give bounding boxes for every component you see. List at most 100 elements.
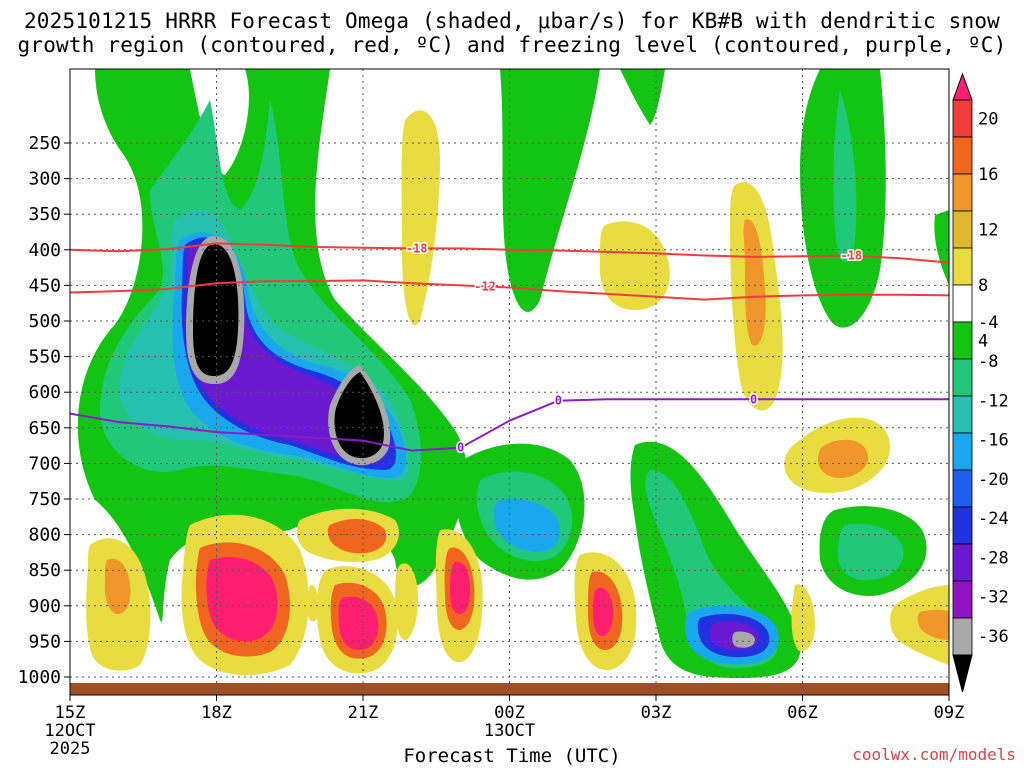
colorbar-label: 8 [978,276,988,296]
omega-green-east2 [934,210,949,285]
x-tick-date: 12OCT [44,721,95,741]
x-tick-label: 00Z [494,703,525,723]
colorbar-arrow-bottom [952,654,973,693]
colorbar-swatch [952,543,973,582]
contour-label: 0 [750,392,757,406]
contour-freezing-level [70,398,949,452]
x-tick-label: 15Z [55,703,86,723]
contour-label: -18 [840,248,862,262]
omega-teal-east [833,90,857,263]
colorbar-swatch [952,173,973,212]
colorbar-swatch [952,469,973,508]
omega-blue-mid [493,498,561,552]
contour-dgz-12 [70,279,949,301]
colorbar-label: -16 [978,431,1009,451]
chart-title-line1: 2025101215 HRRR Forecast Omega (shaded, … [23,9,1001,33]
colorbar-swatch [952,210,973,249]
colorbar-swatch [952,506,973,545]
omega-green-center [500,69,600,312]
colorbar-label: 16 [978,165,998,185]
omega-yellow-upper1 [401,110,440,326]
colorbar-label: -4 [978,313,998,333]
y-tick-label: 300 [28,169,61,190]
x-tick-label: 09Z [934,703,965,723]
credit-link[interactable]: coolwx.com/models [852,745,1016,764]
y-tick-label: 450 [28,275,61,296]
contour-lines: -18 -18 -12 0 0 0 [70,240,949,456]
x-tick-label: 18Z [201,703,232,723]
y-tick-label: 950 [28,631,61,652]
colorbar-swatch [952,432,973,471]
colorbar-swatch [952,395,973,434]
colorbar-arrow-top [952,72,973,101]
colorbar-swatch [952,617,973,656]
omega-yellow-low7 [307,584,319,622]
y-tick-label: 250 [28,133,61,154]
contour-label: -12 [474,279,496,293]
y-tick-label: 550 [28,347,61,368]
y-tick-label: 650 [28,418,61,439]
omega-magenta-low3b [338,596,379,651]
x-tick-date: 13OCT [484,721,535,741]
omega-orange-upper3 [743,219,766,346]
colorbar: 20 16 12 8 4-4 -8 -12 -16 -20 -24 -28 -32 -36 [952,72,1009,693]
colorbar-label: -12 [978,391,1009,411]
omega-orange-low1 [104,558,131,615]
contour-label: -18 [406,241,428,255]
colorbar-label: 20 [978,110,998,130]
y-axis: 250 300 350 400 450 500 550 600 650 700 750 800 850 9… [18,133,70,688]
colorbar-label: -24 [978,509,1009,529]
omega-orange-low9 [917,609,949,640]
y-tick-label: 1000 [18,667,61,688]
contour-label: 0 [457,441,464,455]
y-tick-label: 700 [28,453,61,474]
colorbar-swatch [952,321,973,360]
colorbar-swatch [952,247,973,286]
x-tick-label: 03Z [641,703,672,723]
colorbar-label: -36 [978,627,1009,647]
y-tick-label: 400 [28,240,61,261]
colorbar-label: -20 [978,470,1009,490]
omega-yellow-low8 [791,584,815,652]
colorbar-swatch [952,358,973,397]
x-tick-label: 21Z [348,703,379,723]
contour-label: 0 [555,394,562,408]
colorbar-swatch [952,284,973,323]
colorbar-swatch [952,136,973,175]
colorbar-label: 12 [978,221,998,241]
omega-magenta-low4 [450,561,470,614]
omega-shading [77,69,949,678]
y-tick-label: 600 [28,382,61,403]
y-tick-label: 500 [28,311,61,332]
colorbar-label: -32 [978,588,1009,608]
omega-black-core1 [193,244,239,376]
y-tick-label: 850 [28,560,61,581]
x-tick-year: 2025 [50,739,91,759]
colorbar-swatch [952,99,973,138]
y-tick-label: 750 [28,489,61,510]
y-tick-label: 350 [28,204,61,225]
omega-black-core2 [334,372,384,459]
omega-yellow-upper2 [599,221,670,310]
x-axis-label: Forecast Time (UTC) [403,745,621,767]
omega-orange-low3a [327,518,387,554]
omega-teal-fareast [838,523,904,581]
omega-magenta-low5 [593,587,613,636]
contour-dgz-18 [70,242,949,264]
colorbar-label: -28 [978,548,1009,568]
omega-orange-mideast [817,439,869,478]
x-tick-label: 06Z [787,703,818,723]
omega-magenta-low2 [206,557,278,642]
y-tick-label: 800 [28,525,61,546]
omega-yellow-low10 [90,622,122,666]
chart-title-line2: growth region (contoured, red, ºC) and f… [17,33,1007,57]
omega-gray-eastcore [732,631,755,648]
y-tick-label: 900 [28,596,61,617]
colorbar-label: -8 [978,352,998,372]
omega-yellow-low6 [395,563,418,640]
omega-green-center2 [620,69,665,125]
colorbar-label: 4 [978,332,988,352]
colorbar-swatch [952,580,973,619]
